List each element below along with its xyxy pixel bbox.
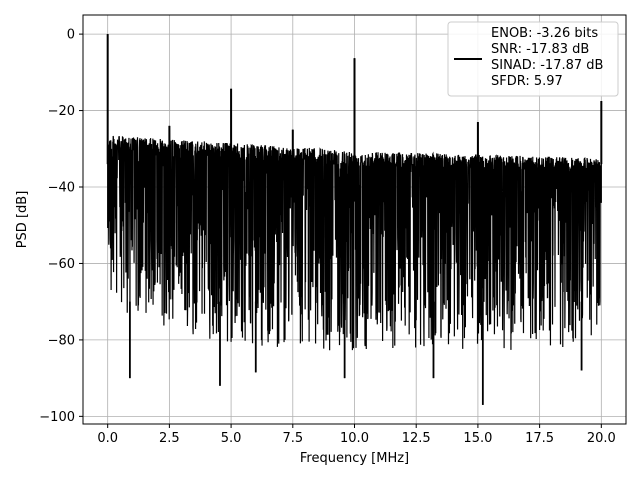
x-tick-label: 20.0: [587, 431, 616, 446]
data-layer: [106, 34, 603, 405]
x-tick-label: 2.5: [159, 431, 180, 446]
x-tick-label: 0.0: [97, 431, 118, 446]
legend-entry: SFDR: 5.97: [491, 74, 563, 89]
y-tick-label: −100: [39, 410, 75, 425]
y-tick-label: −60: [48, 257, 75, 272]
x-axis-label: Frequency [MHz]: [300, 451, 409, 466]
x-tick-label: 10.0: [340, 431, 369, 446]
axes-layer: 0.0 2.5 5.0 7.5 10.0 12.5 15.0 17.5 20.0 0 −20 −40 −…: [15, 14, 627, 466]
y-tick-label: −20: [48, 104, 75, 119]
legend-entry: SINAD: -17.87 dB: [491, 58, 603, 73]
x-tick-label: 17.5: [525, 431, 554, 446]
legend-box: [447, 21, 619, 97]
y-tick-label: −80: [48, 333, 75, 348]
x-tick-label: 15.0: [463, 431, 492, 446]
psd-series-line: [107, 34, 602, 405]
y-tick-label: 0: [67, 28, 75, 43]
legend-entry: ENOB: -3.26 bits: [491, 26, 598, 41]
y-tick-label: −40: [48, 181, 75, 196]
x-tick-label: 12.5: [402, 431, 431, 446]
y-axis-label: PSD [dB]: [15, 191, 30, 249]
x-tick-label: 5.0: [221, 431, 242, 446]
legend-entry: SNR: -17.83 dB: [491, 42, 589, 57]
x-tick-label: 7.5: [282, 431, 303, 446]
